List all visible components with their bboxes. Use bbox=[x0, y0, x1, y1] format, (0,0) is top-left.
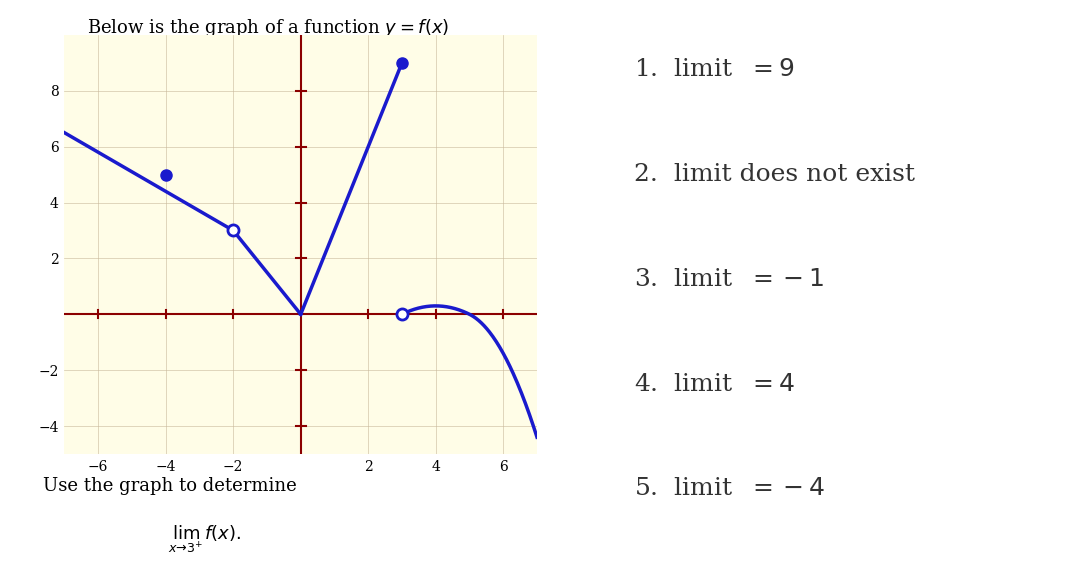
Text: Below is the graph of a function $y = f(x)$: Below is the graph of a function $y = f(… bbox=[87, 17, 450, 40]
Text: Use the graph to determine: Use the graph to determine bbox=[43, 477, 296, 495]
Text: 5.  limit  $= -4$: 5. limit $= -4$ bbox=[634, 477, 825, 501]
Text: 1.  limit  $= 9$: 1. limit $= 9$ bbox=[634, 58, 794, 81]
Text: 4.  limit  $= 4$: 4. limit $= 4$ bbox=[634, 372, 795, 396]
Text: $\lim_{x \to 3^+} f(x).$: $\lim_{x \to 3^+} f(x).$ bbox=[168, 524, 241, 555]
Text: 2.  limit does not exist: 2. limit does not exist bbox=[634, 163, 915, 186]
Text: 3.  limit  $= -1$: 3. limit $= -1$ bbox=[634, 268, 824, 291]
